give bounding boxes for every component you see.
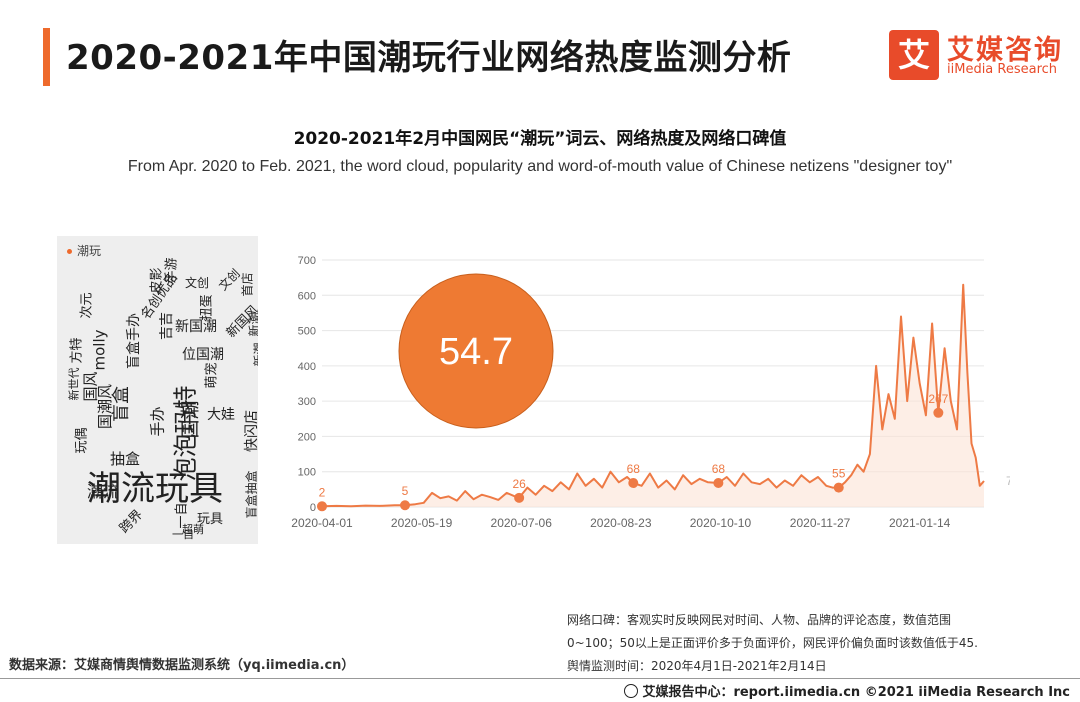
cloud-word: 潮流 <box>87 482 120 501</box>
cloud-word: 萌宠 <box>204 362 220 389</box>
cloud-word: 次元 <box>79 292 95 319</box>
brand-logo: 艾 艾媒咨询 iiMedia Research <box>889 30 1069 86</box>
end-value-label: 73.6 <box>1006 474 1010 488</box>
word-of-mouth-bubble <box>398 273 554 429</box>
x-tick-label: 2020-04-01 <box>291 516 353 530</box>
cloud-word: 新潮 <box>247 312 258 337</box>
cloud-word: 大娃 <box>207 407 235 423</box>
footer-text: 艾媒报告中心：report.iimedia.cn ©2021 iiMedia R… <box>642 685 1070 700</box>
cloud-word: 国潮 <box>179 400 202 439</box>
x-tick-label: 2020-05-19 <box>391 516 453 530</box>
chart-title-cn: 2020-2021年2月中国网民“潮玩”词云、网络热度及网络口碑值 <box>293 129 787 149</box>
y-tick-label: 100 <box>298 467 316 479</box>
cloud-word: 新潮 <box>252 342 258 367</box>
x-tick-label: 2021-01-14 <box>889 516 951 530</box>
cloud-word: 快闪店 <box>244 410 258 452</box>
data-label: 68 <box>627 462 641 476</box>
cloud-word: 扭蛋 <box>199 294 215 321</box>
data-point <box>933 407 944 418</box>
data-point <box>514 492 525 503</box>
series-line <box>321 283 985 508</box>
cloud-word: 文创 <box>185 276 210 290</box>
x-tick-label: 2020-07-06 <box>491 516 553 530</box>
heat-line-chart: 0 100 200 300 400 500 600 700 2020-04-01 2020-05-… <box>291 255 1010 530</box>
y-tick-label: 200 <box>298 431 316 443</box>
y-tick-label: 0 <box>310 502 316 514</box>
cloud-word: 玩具 <box>197 512 224 527</box>
data-label: 68 <box>712 462 726 476</box>
y-tick-label: 600 <box>298 290 316 302</box>
data-label: 267 <box>928 392 948 406</box>
logo-mark: 艾 <box>889 30 939 80</box>
cloud-word: 国潮风 <box>96 383 115 430</box>
x-tick-label: 2020-08-23 <box>590 516 652 530</box>
data-label: 5 <box>402 484 409 498</box>
cloud-word: 手办 <box>148 406 167 437</box>
data-point <box>833 482 844 493</box>
logo-en-text: iiMedia Research <box>947 62 1058 77</box>
cloud-word: 盲盒手办 <box>126 313 142 369</box>
chart-title-en: From Apr. 2020 to Feb. 2021, the word cl… <box>127 158 953 175</box>
y-tick-label: 400 <box>298 361 316 373</box>
page-title: 2020-2021年中国潮玩行业网络热度监测分析 <box>66 38 792 78</box>
y-tick-label: 500 <box>298 326 316 338</box>
cloud-legend: 潮玩 <box>67 242 101 259</box>
cloud-word: 一自 <box>172 528 194 541</box>
data-source: 数据来源：艾媒商情舆情数据监测系统（yq.iimedia.cn） <box>9 658 355 673</box>
cloud-word: 超萌 <box>182 523 204 536</box>
cloud-word: 皮影 <box>149 267 165 294</box>
data-point <box>713 478 724 489</box>
cloud-word: 抽盒 <box>110 450 141 468</box>
series-area <box>322 284 984 507</box>
globe-icon <box>624 684 639 698</box>
word-cloud: 潮玩 潮流玩具 泡泡玛特 盲盒 潮流 国潮 手办 抽盒 molly 名创优品 次元 盲盒手办 国风 新国… <box>57 236 258 544</box>
cloud-legend-label: 潮玩 <box>77 244 102 258</box>
note-line-3: 舆情监测时间：2020年4月1日-2021年2月14日 <box>567 659 827 673</box>
data-label: 55 <box>832 467 846 481</box>
data-point <box>628 478 639 489</box>
cloud-word: 首店 <box>240 272 255 297</box>
cloud-word: 新世代 <box>67 367 81 401</box>
note-line-1: 网络口碑：客观实时反映网民对时间、人物、品牌的评论态度，数值范围 <box>567 613 952 627</box>
legend-dot-icon <box>67 249 72 254</box>
cloud-word: 方特 <box>69 337 85 364</box>
footer: 艾媒报告中心：report.iimedia.cn ©2021 iiMedia R… <box>624 681 1070 700</box>
cloud-word: 新国潮 <box>175 319 217 335</box>
data-label: 2 <box>319 485 326 499</box>
data-point <box>400 500 411 511</box>
x-tick-label: 2020-10-10 <box>690 516 752 530</box>
y-tick-label: 300 <box>298 396 316 408</box>
x-tick-label: 2020-11-27 <box>790 516 851 530</box>
cloud-word: 盲盒抽盒 <box>244 470 258 519</box>
cloud-word: 玩偶 <box>74 427 90 454</box>
logo-cn-text: 艾媒咨询 <box>947 35 1063 66</box>
data-point <box>317 501 327 512</box>
title-accent-bar <box>43 28 50 86</box>
cloud-word: 潮流玩具 <box>87 469 223 509</box>
footer-divider <box>0 678 1080 679</box>
note-line-2: 0~100；50以上是正面评价多于负面评价，网民评价偏负面时该数值低于45. <box>567 636 978 650</box>
cloud-word: 吉吉 <box>159 312 175 340</box>
word-of-mouth-value: 54.7 <box>439 331 513 373</box>
y-tick-label: 700 <box>298 255 316 267</box>
data-label: 26 <box>512 477 526 491</box>
cloud-word: molly <box>90 329 109 371</box>
cloud-word: 位国潮 <box>182 347 224 363</box>
